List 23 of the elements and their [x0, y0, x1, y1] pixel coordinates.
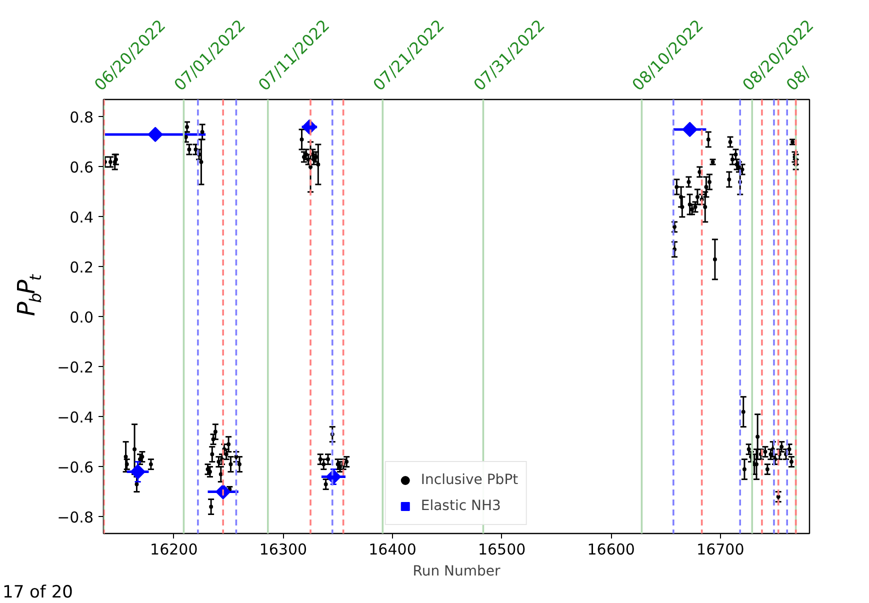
x-tick-label: 16300	[259, 540, 308, 558]
y-axis-title: PbPt	[12, 274, 45, 316]
y-tick-label: −0.6	[57, 458, 94, 476]
point	[682, 122, 698, 138]
x-tick-label: 16400	[368, 540, 416, 558]
y-tick-label: 0.2	[70, 258, 94, 276]
y-tick-label: −0.8	[57, 508, 94, 526]
y-tick-label: 0.4	[70, 208, 94, 226]
y-tick-label: −0.2	[57, 358, 94, 376]
y-tick-label: −0.4	[57, 408, 94, 426]
x-tick-label: 16200	[150, 540, 198, 558]
text: 17 of 20	[2, 582, 73, 602]
x-tick-label: 16500	[478, 540, 526, 558]
x-tick-label: 16600	[587, 540, 635, 558]
point	[148, 126, 163, 142]
x-axis-title: Run Number	[412, 564, 501, 580]
point	[130, 464, 146, 480]
y-tick-label: 0.0	[70, 308, 94, 326]
y-tick-label: 0.8	[70, 108, 94, 126]
y-tick-label: 0.6	[70, 158, 94, 176]
legend-label: Inclusive PbPt	[420, 472, 518, 488]
legend-label: Elastic NH3	[420, 498, 501, 514]
x-tick-label: 16700	[696, 540, 744, 558]
